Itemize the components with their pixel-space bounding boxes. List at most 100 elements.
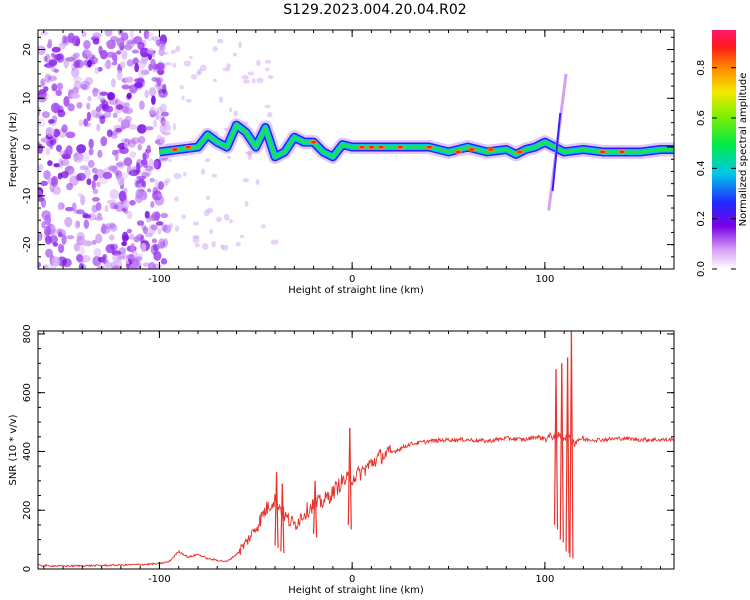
noise-blob xyxy=(57,109,66,118)
ridge-hotspot xyxy=(426,145,432,149)
noise-blob xyxy=(47,39,53,49)
noise-blob xyxy=(91,196,100,202)
noise-blob xyxy=(115,104,124,110)
noise-blob xyxy=(76,101,83,109)
noise-blob xyxy=(122,187,128,194)
noise-blob xyxy=(49,57,58,68)
noise-blob xyxy=(53,54,63,61)
faint-blob xyxy=(221,244,229,251)
noise-blob xyxy=(134,178,139,188)
colorbar-tick-label: 0.8 xyxy=(696,60,707,76)
top-xlabel: Height of straight line (km) xyxy=(288,285,424,296)
noise-blob xyxy=(78,119,84,127)
noise-blob xyxy=(151,238,158,244)
spectrogram-image xyxy=(38,30,674,269)
faint-blob xyxy=(216,38,224,44)
ridge-hotspot xyxy=(600,150,606,154)
noise-blob xyxy=(121,172,128,180)
noise-blob xyxy=(146,31,154,42)
noise-blob xyxy=(152,243,160,252)
noise-blob xyxy=(132,57,139,65)
snr-panel: -100 0 100 0 200 400 600 800 Height of straight … xyxy=(8,324,675,596)
noise-blob xyxy=(129,151,137,159)
colorbar-tick-label: 0.0 xyxy=(696,261,707,277)
faint-blob xyxy=(162,51,169,56)
top-ytick-label: 10 xyxy=(22,92,33,105)
faint-blob xyxy=(162,180,169,187)
noise-blob xyxy=(120,119,131,129)
noise-blob xyxy=(103,111,112,119)
noise-blob xyxy=(128,124,138,130)
noise-blob xyxy=(73,220,80,230)
noise-blob xyxy=(129,200,136,206)
noise-blob xyxy=(137,41,145,51)
noise-blob xyxy=(93,247,102,257)
noise-blob xyxy=(88,148,94,156)
faint-blob xyxy=(164,62,172,66)
snr-spike xyxy=(561,363,564,543)
noise-blob xyxy=(129,233,135,240)
snr-spike xyxy=(566,357,570,554)
noise-blob xyxy=(144,165,154,172)
noise-blob xyxy=(77,192,83,198)
noise-blob xyxy=(38,45,46,56)
noise-blob xyxy=(119,61,126,69)
noise-blob xyxy=(140,242,147,253)
noise-blob xyxy=(104,30,113,37)
noise-blob xyxy=(56,82,63,90)
top-xtick-label: -100 xyxy=(148,274,171,285)
noise-blob xyxy=(78,262,84,269)
noise-blob xyxy=(48,59,58,66)
noise-blob xyxy=(41,78,46,83)
noise-blob xyxy=(116,255,126,261)
noise-blob xyxy=(142,169,152,176)
noise-blob xyxy=(117,176,125,186)
faint-blob xyxy=(265,67,270,72)
noise-blob xyxy=(60,159,70,166)
noise-blob xyxy=(153,160,159,169)
noise-blob xyxy=(121,241,127,247)
noise-blob xyxy=(99,91,109,96)
noise-blob xyxy=(70,92,80,100)
noise-blob xyxy=(82,240,93,247)
noise-blob xyxy=(74,154,84,163)
faint-blob xyxy=(226,63,232,69)
top-xtick-label: 0 xyxy=(349,274,355,285)
ridge-hotspot xyxy=(455,150,461,154)
faint-blob xyxy=(266,111,273,118)
noise-blob xyxy=(69,175,79,187)
noise-blob xyxy=(139,178,145,184)
faint-blob xyxy=(242,178,250,183)
noise-blob xyxy=(57,232,63,238)
noise-blob xyxy=(134,78,144,83)
noise-blob xyxy=(94,66,100,75)
noise-blob xyxy=(57,243,65,254)
snr-spike xyxy=(314,480,318,538)
noise-blob xyxy=(150,201,155,208)
colorbar: 0.0 0.2 0.4 0.6 0.8 Normalized spectral ampli… xyxy=(696,30,749,277)
noise-blob xyxy=(104,261,113,269)
noise-blob xyxy=(126,59,134,67)
noise-blob xyxy=(57,202,63,211)
noise-blob xyxy=(66,235,75,240)
noise-blob xyxy=(116,69,123,81)
noise-blob xyxy=(67,103,75,112)
bottom-ytick-label: 600 xyxy=(22,383,33,402)
noise-blob xyxy=(57,256,67,267)
top-xtick-label: 100 xyxy=(535,274,554,285)
noise-blob xyxy=(84,77,94,86)
noise-blob xyxy=(40,78,46,88)
noise-blob xyxy=(162,131,171,136)
noise-blob xyxy=(160,212,169,219)
noise-blob xyxy=(126,39,135,45)
snr-spike xyxy=(570,331,574,559)
noise-blob xyxy=(92,255,102,267)
noise-blob xyxy=(109,202,117,210)
noise-blob xyxy=(108,99,119,105)
noise-blob xyxy=(38,143,44,154)
noise-blob xyxy=(75,220,81,229)
noise-blob xyxy=(123,199,130,210)
noise-blob xyxy=(99,49,108,60)
noise-blob xyxy=(152,119,158,128)
noise-blob xyxy=(72,52,80,58)
